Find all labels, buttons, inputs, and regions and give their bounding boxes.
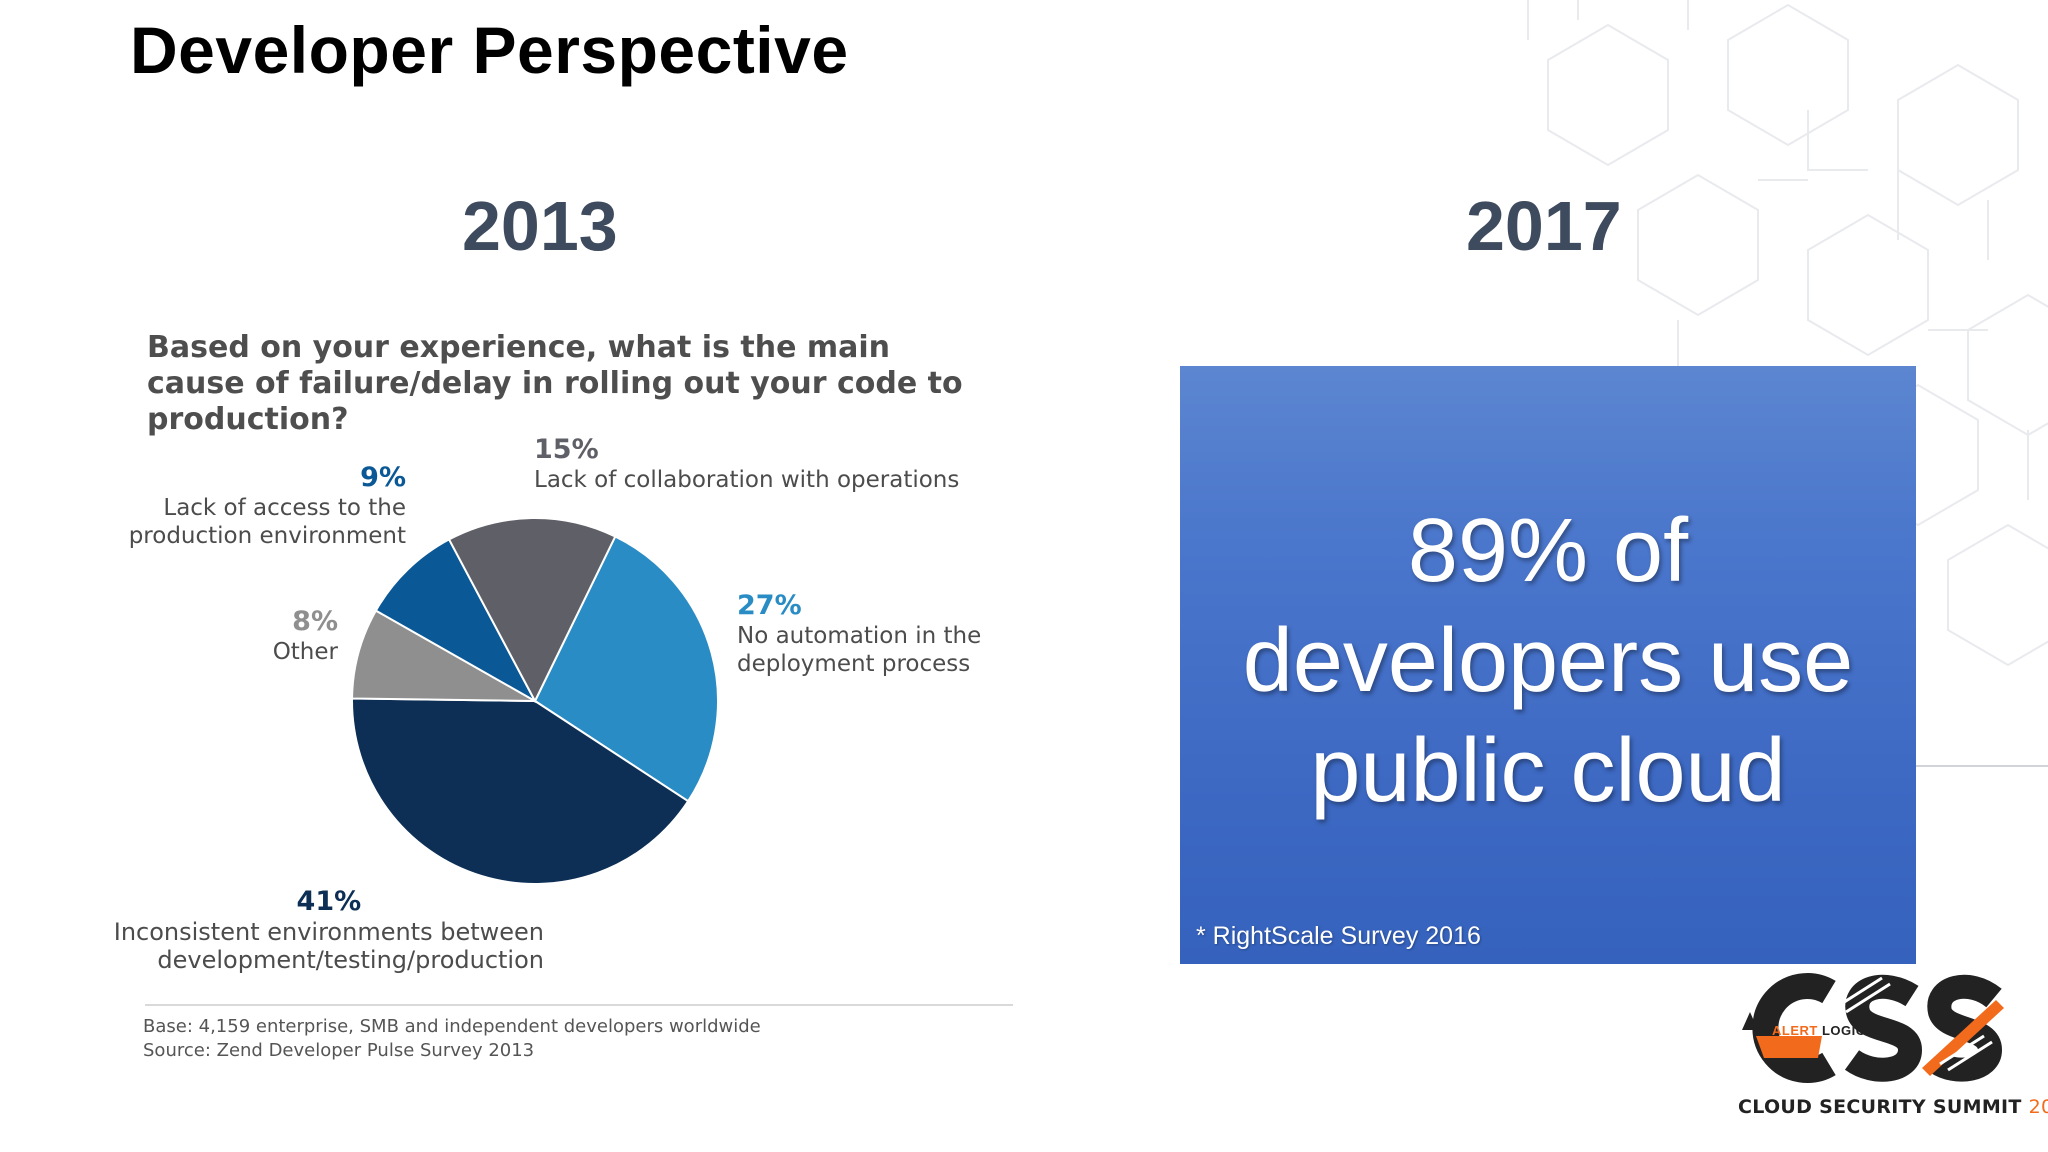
slide-title: Developer Perspective <box>130 13 849 87</box>
pie-slice-other <box>351 609 536 702</box>
chart-footnote-divider <box>145 1004 1013 1006</box>
pie-slice-no-automation <box>533 535 719 803</box>
slice-label-lack-of-access: 9% Lack of access to the production envi… <box>129 462 406 550</box>
slice-desc-no-automation-line1: No automation in the <box>737 623 982 649</box>
stat-headline: 89% of developers use public cloud <box>1180 496 1916 826</box>
slice-pct-no-automation: 27% <box>737 590 802 621</box>
stat-highlight-box: 89% of developers use public cloud * Rig… <box>1180 366 1916 964</box>
slice-desc-inconsistent-line2: development/testing/production <box>157 946 544 974</box>
year-heading-right: 2017 <box>1466 187 1622 265</box>
slice-pct-other: 8% <box>292 606 338 637</box>
logo-brand-prefix: ALERT <box>1772 1023 1822 1038</box>
slice-desc-lack-of-access-line2: production environment <box>128 523 406 549</box>
logo-tagline-year: 2018 <box>2028 1096 2048 1118</box>
logo-brand-name: ALERT LOGIC <box>1772 1023 1866 1038</box>
chart-footnote-source: Source: Zend Developer Pulse Survey 2013 <box>143 1040 535 1061</box>
slice-desc-no-automation-line2: deployment process <box>737 651 971 677</box>
pie-slice-inconsistent-environments <box>351 697 690 885</box>
slice-desc-lack-of-access-line1: Lack of access to the <box>163 495 406 521</box>
logo-tagline: CLOUD SECURITY SUMMIT 2018 <box>1738 1096 2048 1118</box>
slice-desc-lack-of-collaboration: Lack of collaboration with operations <box>534 467 960 493</box>
pie-slice-lack-of-collaboration <box>447 517 617 704</box>
pie-slice-lack-of-access <box>374 538 538 704</box>
pie-chart <box>351 517 719 885</box>
slice-label-other: 8% Other <box>273 606 338 666</box>
alert-logic-icon <box>1742 1012 1758 1030</box>
slice-desc-inconsistent-line1: Inconsistent environments between <box>113 918 544 946</box>
year-heading-left: 2013 <box>462 187 618 265</box>
slice-label-lack-of-collaboration: 15% Lack of collaboration with operation… <box>534 434 959 494</box>
logo-tagline-text: CLOUD SECURITY SUMMIT <box>1738 1096 2022 1118</box>
slice-pct-inconsistent-environments: 41% <box>296 886 362 917</box>
event-logo: ALERT LOGIC CLOUD SECURITY SUMMIT 2018 <box>1734 972 2048 1122</box>
slice-label-inconsistent-environments: 41% Inconsistent environments between de… <box>114 886 544 974</box>
slice-pct-lack-of-collaboration: 15% <box>534 434 599 465</box>
logo-brand-suffix: LOGIC <box>1821 1023 1866 1038</box>
stat-line-1: 89% of <box>1407 501 1689 601</box>
chart-title: Based on your experience, what is the ma… <box>147 330 963 437</box>
slice-label-no-automation: 27% No automation in the deployment proc… <box>737 590 981 678</box>
stat-line-2: developers use <box>1242 611 1854 711</box>
css-monogram-logo <box>1742 973 2004 1083</box>
slice-pct-lack-of-access: 9% <box>360 462 406 493</box>
stat-line-3: public cloud <box>1310 721 1786 821</box>
stat-source-note: * RightScale Survey 2016 <box>1196 922 1481 950</box>
chart-footnote-base: Base: 4,159 enterprise, SMB and independ… <box>143 1016 761 1037</box>
slice-desc-other: Other <box>272 639 338 665</box>
